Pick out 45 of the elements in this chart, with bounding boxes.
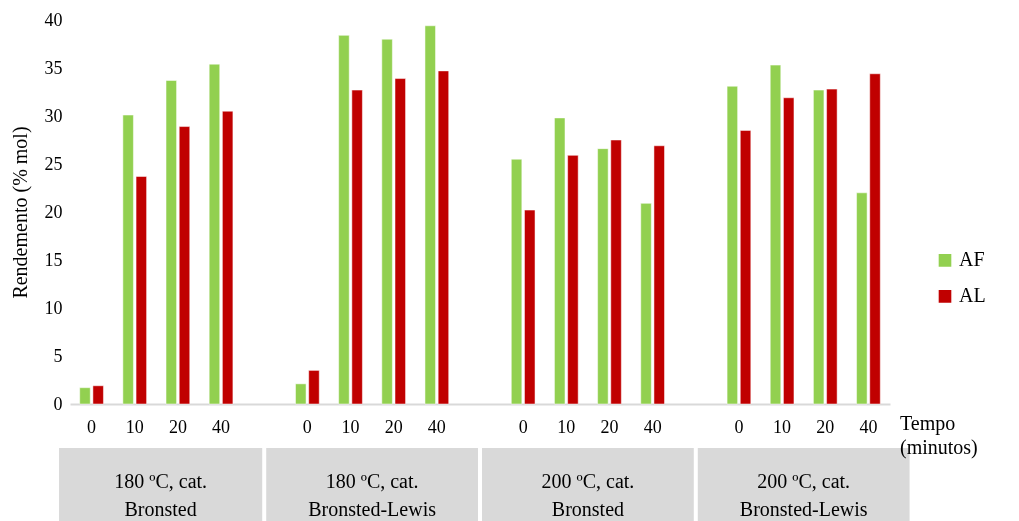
y-tick-label: 30 <box>44 105 63 126</box>
bar <box>726 85 738 405</box>
x-tick-label: 10 <box>341 416 360 437</box>
y-tick-label: 35 <box>44 57 63 78</box>
y-tick-label: 40 <box>44 9 63 30</box>
x-tick-label: 0 <box>518 416 528 437</box>
text: 180 ºC, cat. Bronsted <box>114 470 208 520</box>
bar <box>165 80 177 405</box>
x-tick-label: 20 <box>600 416 619 437</box>
legend-label: AL <box>959 284 986 307</box>
y-tick-label: 5 <box>53 345 63 366</box>
x-tick-label: 0 <box>734 416 744 437</box>
bar <box>511 158 523 405</box>
bar <box>783 97 795 405</box>
x-axis-title: Tempo (minutos) <box>900 412 978 459</box>
x-tick-label: 20 <box>816 416 835 437</box>
x-tick-label: 0 <box>302 416 312 437</box>
y-tick-label: 10 <box>44 297 63 318</box>
text: 200 ºC, cat. Bronsted-Lewis <box>739 470 868 520</box>
x-tick-label: 40 <box>859 416 878 437</box>
y-tick-label: 0 <box>53 393 63 414</box>
bar <box>222 110 234 405</box>
x-tick-label: 10 <box>773 416 792 437</box>
x-tick-label: 10 <box>557 416 576 437</box>
text: 180 ºC, cat. Bronsted-Lewis <box>308 470 437 520</box>
y-tick-label: 20 <box>44 201 63 222</box>
bar <box>424 25 436 405</box>
x-tick-label: 0 <box>87 416 97 437</box>
bar <box>740 130 752 405</box>
text: 200 ºC, cat. Bronsted <box>541 470 635 520</box>
bar <box>437 70 449 405</box>
legend-label: AF <box>959 248 985 271</box>
bar <box>524 209 536 405</box>
bar <box>178 126 191 405</box>
bar <box>769 64 782 405</box>
x-tick-label: 40 <box>212 416 231 437</box>
x-tick-label: 20 <box>384 416 403 437</box>
bar <box>208 63 220 405</box>
x-tick-label: 40 <box>427 416 446 437</box>
y-tick-label: 15 <box>44 249 63 270</box>
x-tick-label: 40 <box>643 416 662 437</box>
y-axis-title: Rendemento (% mol) <box>8 126 32 299</box>
x-tick-label: 10 <box>125 416 144 437</box>
x-tick-label: 20 <box>168 416 187 437</box>
y-tick-label: 25 <box>44 153 63 174</box>
